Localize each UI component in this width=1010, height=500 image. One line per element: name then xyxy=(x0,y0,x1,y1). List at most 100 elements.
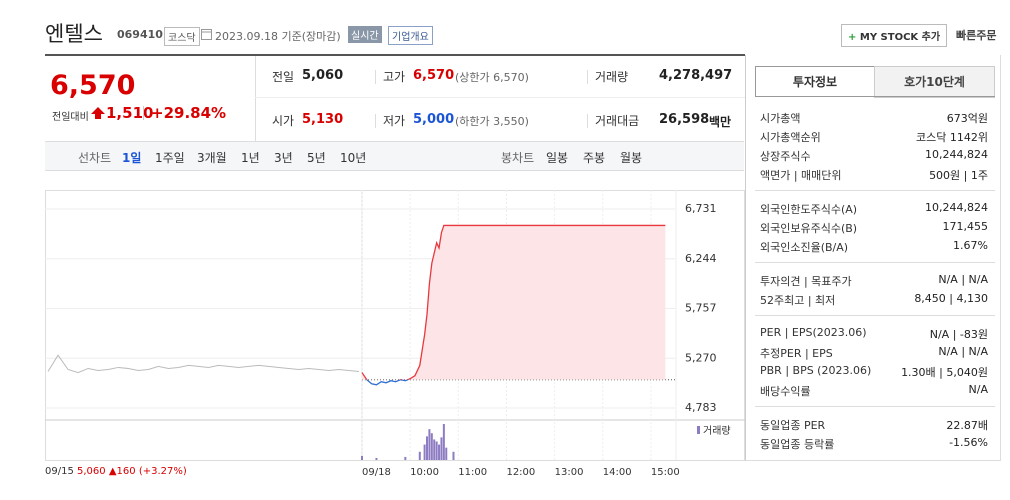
x-tick-label: 11:00 xyxy=(458,467,487,478)
info-value: 1.67% xyxy=(953,239,988,252)
info-value: -1.56% xyxy=(949,436,988,449)
info-value: 673억원 xyxy=(946,112,988,125)
volume-legend: 거래량 xyxy=(703,425,731,437)
prev-close: 5,060 xyxy=(77,466,106,477)
price-line-down xyxy=(366,379,410,386)
x-tick-label: 14:00 xyxy=(603,467,632,478)
summary-label: 저가 xyxy=(383,114,406,128)
x-tick-label: 12:00 xyxy=(506,467,535,478)
prev-date: 09/15 xyxy=(45,466,74,477)
summary-label: 거래대금 xyxy=(595,114,640,128)
period-tab[interactable]: 3년 xyxy=(274,151,293,165)
summary-note: (상한가 6,570) xyxy=(455,71,529,84)
volume-legend-swatch xyxy=(697,426,700,434)
y-tick-label: 6,244 xyxy=(685,252,717,265)
period-tab[interactable]: 10년 xyxy=(340,151,367,165)
candle-tab[interactable]: 월봉 xyxy=(620,151,643,165)
info-label: 동일업종 PER xyxy=(760,419,826,432)
divider xyxy=(143,106,144,120)
price-area xyxy=(362,225,666,380)
summary-value: 4,278,497 xyxy=(659,68,733,83)
period-tab[interactable]: 5년 xyxy=(307,151,326,165)
volume-bar xyxy=(442,424,445,460)
date: 2023.09.18 기준(장마감) xyxy=(215,30,341,43)
volume-bar xyxy=(438,444,441,460)
volume-bar xyxy=(426,436,429,460)
info-value: 8,450 | 4,130 xyxy=(914,292,988,305)
market-badge: 코스닥 xyxy=(164,27,200,46)
summary-unit: 백만 xyxy=(709,115,732,129)
info-label: 상장주식수 xyxy=(760,150,811,163)
period-tab[interactable]: 1주일 xyxy=(155,151,185,165)
price-line-up xyxy=(361,224,666,380)
stock-name: 엔텔스 xyxy=(45,22,103,46)
summary-value: 5,060 xyxy=(302,68,344,83)
summary-note: (하한가 3,550) xyxy=(455,115,529,128)
divider xyxy=(375,114,376,128)
footer: 09/15 5,060 ▲160 (+3.27%) xyxy=(45,466,187,477)
info-value: N/A xyxy=(968,383,988,396)
candle-tab[interactable]: 일봉 xyxy=(546,151,569,165)
divider xyxy=(755,96,995,97)
summary-value: 5,000 xyxy=(413,112,455,127)
y-tick-label: 5,270 xyxy=(685,351,717,364)
tab-invest[interactable]: 투자정보 xyxy=(755,66,875,97)
stock-code: 069410 xyxy=(117,28,163,41)
info-value: 10,244,824 xyxy=(925,148,988,161)
realtime-badge[interactable]: 실시간 xyxy=(348,26,382,43)
info-label: 52주최고 | 최저 xyxy=(760,294,836,307)
info-panel xyxy=(745,55,1001,461)
line-chart-label: 선차트 xyxy=(78,151,112,165)
info-value: 코스닥 1142위 xyxy=(916,131,988,144)
period-tab[interactable]: 1년 xyxy=(241,151,260,165)
divider xyxy=(755,315,995,316)
prev-change-rate: (+3.27%) xyxy=(138,466,187,477)
summary-label: 시가 xyxy=(272,114,295,128)
mystock-button[interactable]: + MY STOCK 추가 xyxy=(841,24,948,47)
info-value: 1.30배 | 5,040원 xyxy=(901,366,988,379)
mystock-label: MY STOCK 추가 xyxy=(859,32,941,43)
info-value: 22.87배 xyxy=(946,419,988,432)
volume-bar xyxy=(430,433,433,460)
volume-bar xyxy=(361,455,363,460)
summary-label: 고가 xyxy=(383,70,406,84)
volume-bar xyxy=(428,429,431,460)
previous-day-line xyxy=(47,354,360,374)
overview-button[interactable]: 기업개요 xyxy=(388,26,433,45)
divider xyxy=(755,406,995,407)
volume-bar xyxy=(445,447,448,460)
tab-orderbook[interactable]: 호가10단계 xyxy=(874,66,995,98)
info-label: 투자의견 | 목표주가 xyxy=(760,275,852,288)
info-value: N/A | N/A xyxy=(938,273,988,286)
tab-bar xyxy=(45,141,744,171)
x-tick-label: 15:00 xyxy=(651,467,680,478)
volume-bar xyxy=(435,441,438,460)
change-rate: +29.84% xyxy=(151,104,227,122)
divider xyxy=(255,97,745,98)
volume-bar xyxy=(404,456,407,460)
period-tab[interactable]: 1일 xyxy=(122,151,142,165)
price-chart: 6,731 6,244 5,757 5,270 4,783 09/18 10:00 11:00… xyxy=(45,190,745,478)
info-label: 외국인보유주식수(B) xyxy=(760,222,858,235)
info-label: PER | EPS(2023.06) xyxy=(760,326,867,339)
x-tick-label: 09/18 xyxy=(362,467,391,478)
info-label: 액면가 | 매매단위 xyxy=(760,169,842,182)
x-tick-label: 10:00 xyxy=(410,467,439,478)
divider xyxy=(587,70,588,84)
info-value: 500원 | 1주 xyxy=(929,169,988,182)
plot-frame xyxy=(45,190,745,461)
y-tick-label: 6,731 xyxy=(685,202,717,215)
y-tick-label: 4,783 xyxy=(685,401,717,414)
period-tab[interactable]: 3개월 xyxy=(197,151,227,165)
quick-order[interactable]: 빠른주문 xyxy=(956,29,997,42)
divider xyxy=(755,262,995,263)
info-value: 171,455 xyxy=(942,220,989,233)
info-label: 배당수익률 xyxy=(760,385,811,398)
candle-tab[interactable]: 주봉 xyxy=(583,151,606,165)
info-value: N/A | -83원 xyxy=(929,328,988,341)
volume-bar xyxy=(418,451,421,460)
info-label: PBR | BPS (2023.06) xyxy=(760,364,872,377)
divider xyxy=(375,70,376,84)
summary-value: 5,130 xyxy=(302,112,344,127)
divider xyxy=(255,56,256,141)
